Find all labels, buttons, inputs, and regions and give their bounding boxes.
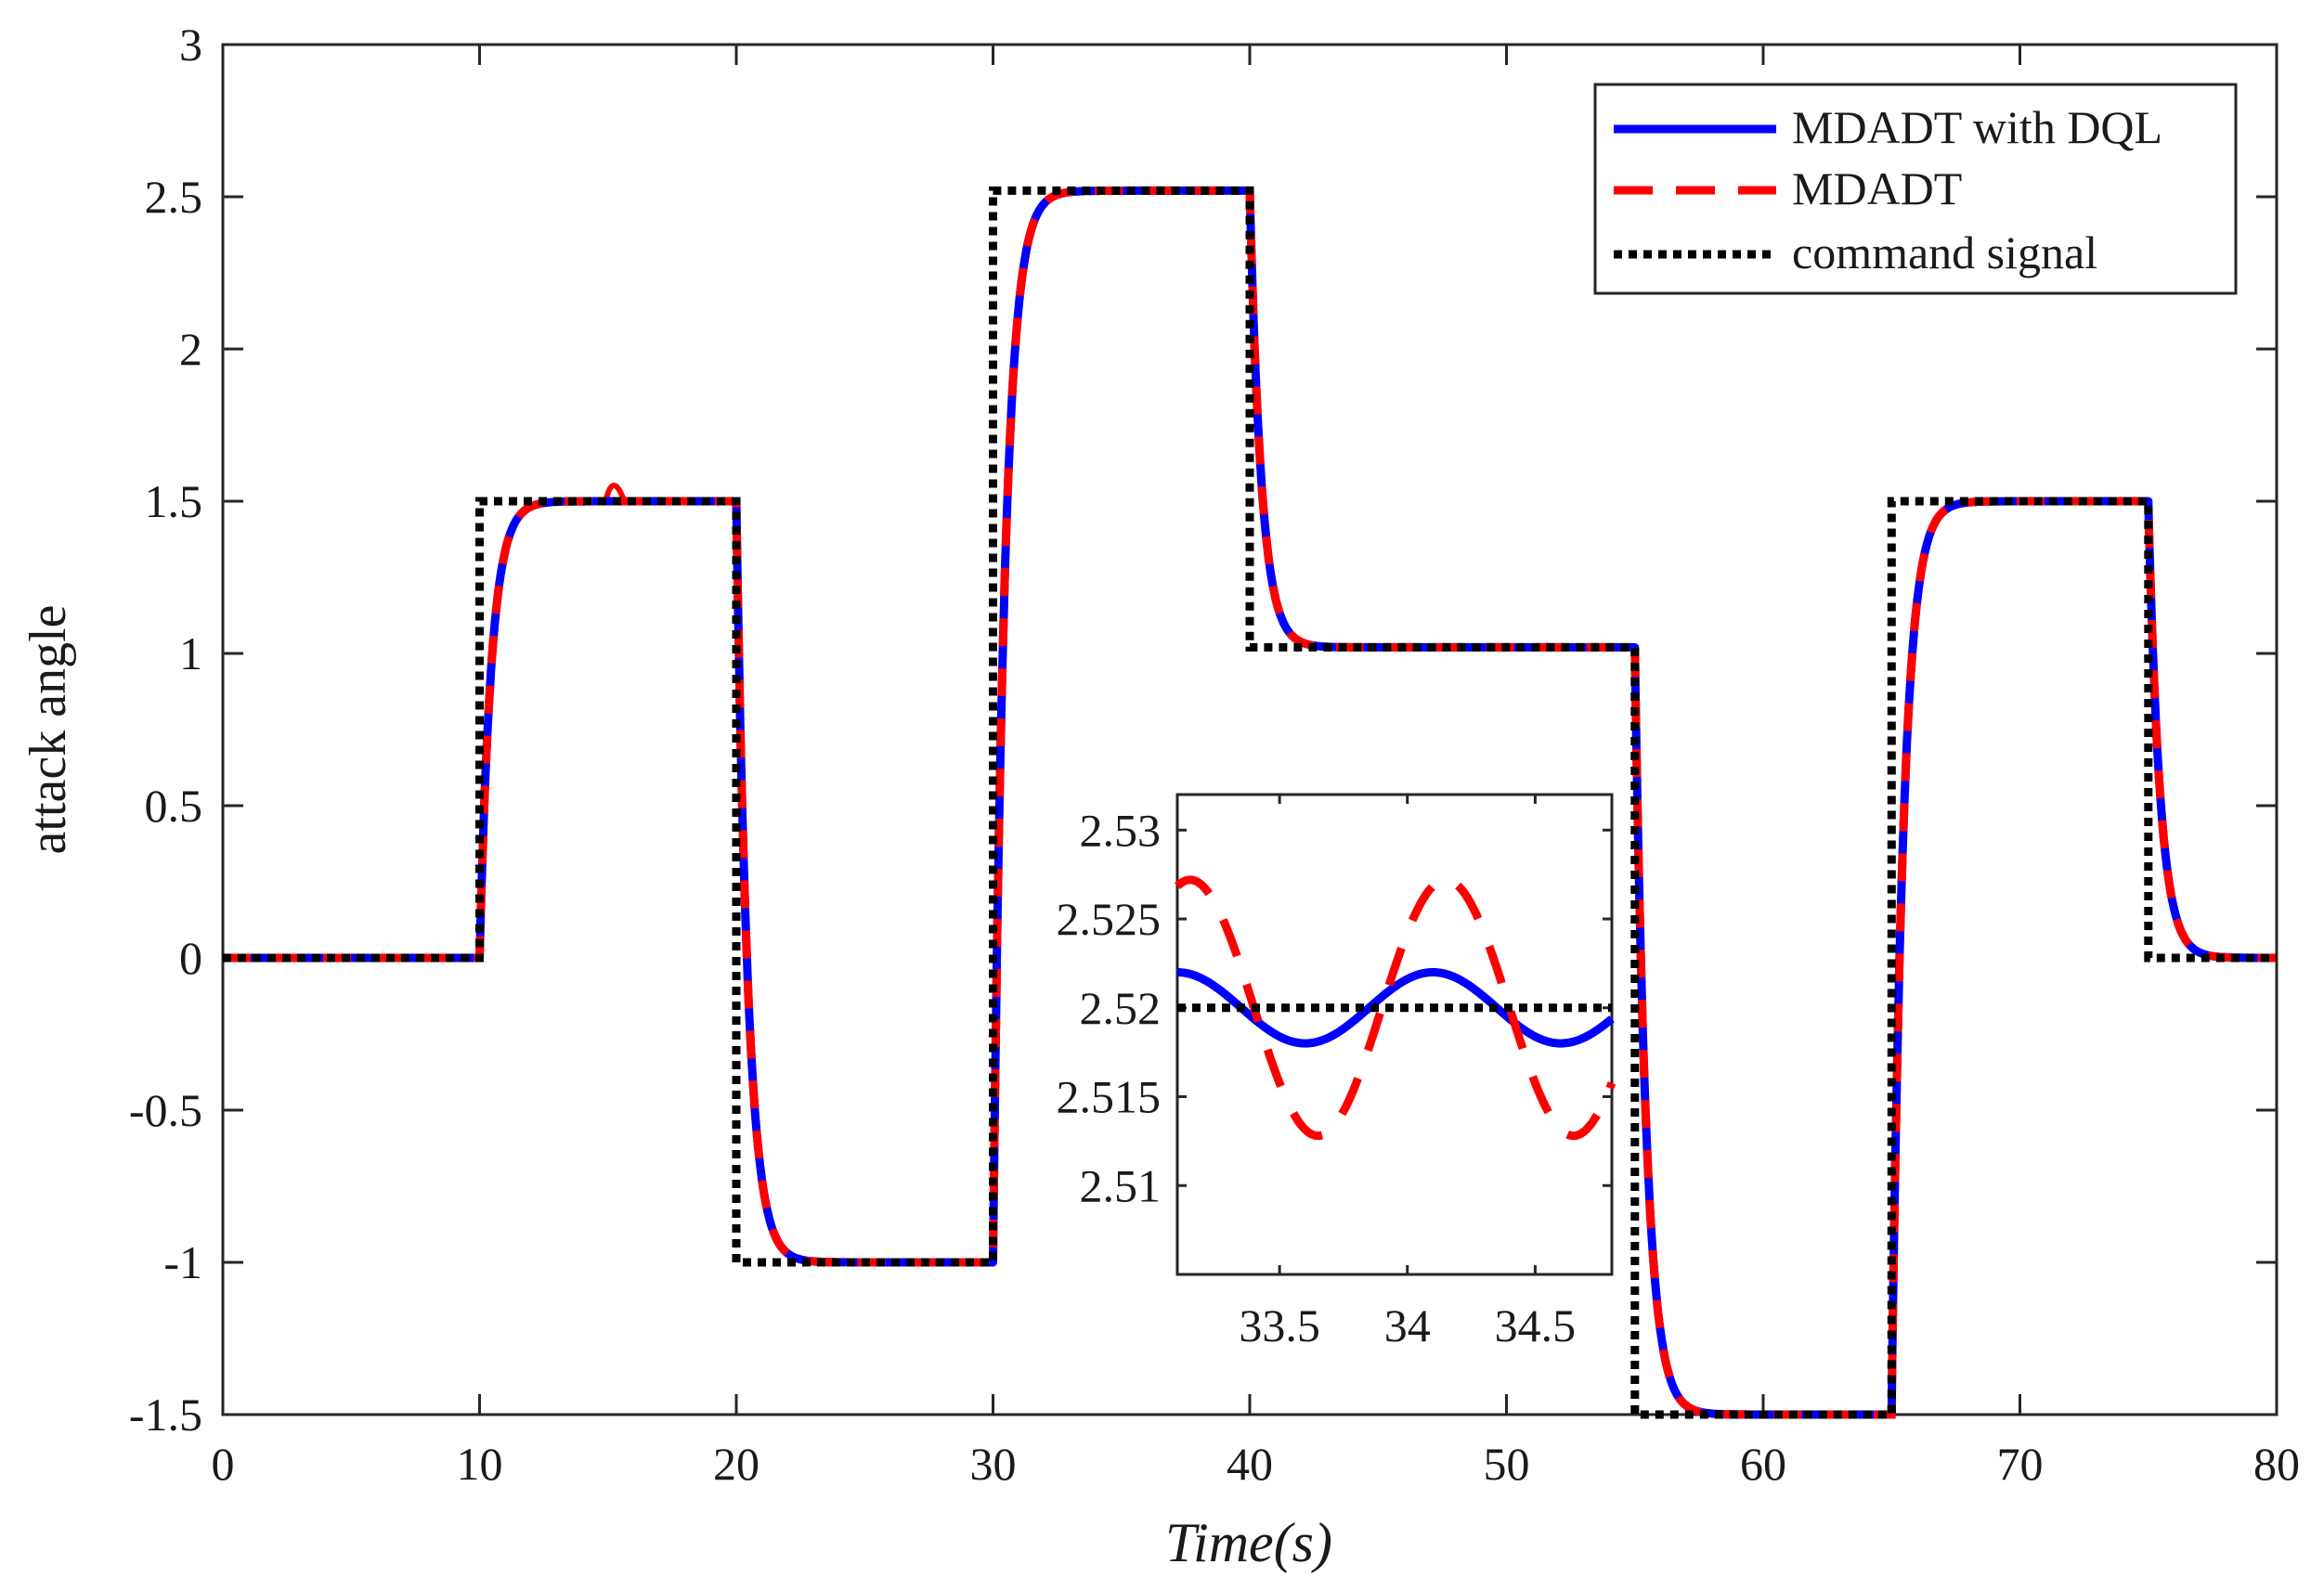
x-tick-label: 0: [212, 1438, 235, 1490]
series-lines: [219, 186, 2280, 1419]
inset-series-mdadt-with-dql: [1177, 968, 1615, 1048]
x-tick-label: 20: [713, 1438, 760, 1490]
y-tick-label: -0.5: [129, 1084, 202, 1136]
legend-label-mdadt: MDADT: [1792, 162, 1962, 214]
inset-axis-ticks: [1177, 795, 1612, 1274]
y-tick-label: 0.5: [145, 780, 203, 832]
inset-y-tick-label: 2.525: [1057, 893, 1162, 945]
y-tick-label: 0: [179, 932, 202, 984]
inset-y-tick-labels: 2.51 2.515 2.52 2.525 2.53: [1057, 804, 1162, 1211]
inset-x-tick-label: 33.5: [1239, 1299, 1320, 1351]
inset-series-mdadt: [1174, 875, 1616, 1141]
inset-y-tick-label: 2.53: [1080, 804, 1162, 856]
y-tick-label: -1: [163, 1236, 202, 1288]
inset-y-tick-label: 2.515: [1057, 1071, 1162, 1123]
x-tick-label: 50: [1484, 1438, 1530, 1490]
x-axis-label: Time(s): [1165, 1512, 1332, 1573]
y-axis-label: attack angle: [19, 605, 77, 855]
y-tick-label: 1: [179, 627, 202, 679]
inset-series-lines: [1174, 875, 1616, 1141]
inset-plot: 33.5 34 34.5 2.51 2.515 2.52 2.525 2.53: [1057, 793, 1616, 1351]
x-tick-label: 60: [1740, 1438, 1786, 1490]
disturbance-spike: [603, 483, 628, 503]
y-tick-label: 2: [179, 323, 202, 375]
legend-label-mdadt-dql: MDADT with DQL: [1792, 101, 2162, 153]
x-tick-label: 40: [1227, 1438, 1273, 1490]
y-tick-label: 2.5: [145, 171, 203, 223]
y-tick-labels: -1.5 -1 -0.5 0 0.5 1 1.5 2 2.5 3: [129, 19, 202, 1441]
inset-x-tick-labels: 33.5 34 34.5: [1239, 1299, 1576, 1351]
inset-y-tick-label: 2.52: [1080, 982, 1162, 1034]
inset-x-tick-label: 34.5: [1495, 1299, 1577, 1351]
x-tick-label: 30: [970, 1438, 1017, 1490]
y-tick-label: -1.5: [129, 1389, 202, 1441]
x-tick-label: 70: [1997, 1438, 2044, 1490]
series-command-signal: [223, 186, 2277, 1419]
y-tick-label: 3: [179, 19, 202, 71]
legend-label-command: command signal: [1792, 226, 2097, 278]
x-tick-label: 80: [2253, 1438, 2300, 1490]
axis-ticks: [221, 43, 2279, 1416]
legend: MDADT with DQL MDADT command signal: [1593, 83, 2238, 295]
x-tick-label: 10: [457, 1438, 503, 1490]
y-tick-label: 1.5: [145, 475, 203, 527]
inset-y-tick-label: 2.51: [1080, 1159, 1162, 1211]
x-tick-labels: 0 10 20 30 40 50 60 70 80: [212, 1438, 2301, 1490]
inset-x-tick-label: 34: [1384, 1299, 1431, 1351]
inset-frame: [1175, 793, 1614, 1276]
